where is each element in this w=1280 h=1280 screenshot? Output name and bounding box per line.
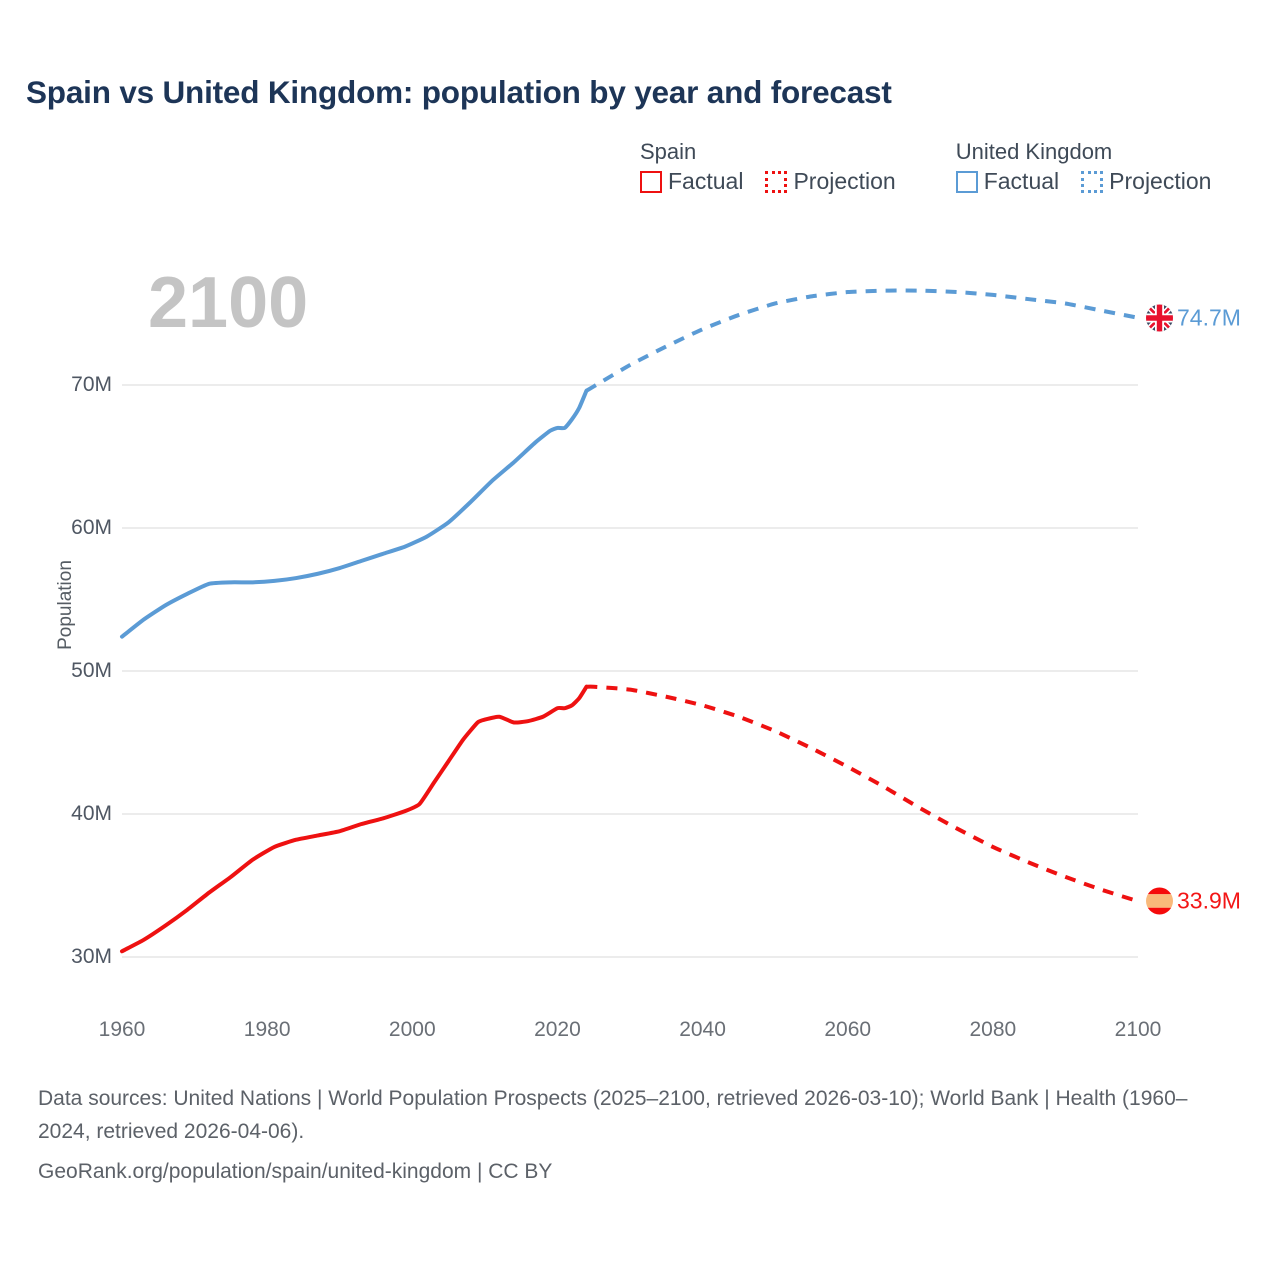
legend-label-uk-factual: Factual	[983, 168, 1060, 195]
y-axis-tick-label: 30M	[71, 945, 112, 968]
x-axis-tick-label: 2080	[969, 1018, 1017, 1041]
chart-legend: Spain Factual Projection United Kingdom …	[640, 139, 1211, 195]
legend-label-spain-factual: Factual	[668, 168, 744, 195]
end-label-spain: 33.9M	[1146, 887, 1241, 915]
legend-group-title-spain: Spain	[640, 139, 697, 164]
legend-group-united-kingdom: United Kingdom Factual Projection	[955, 139, 1211, 195]
x-axis-tick-label: 2000	[388, 1018, 436, 1041]
end-label-united-kingdom: 74.7M	[1146, 304, 1241, 332]
spain-flag-icon	[1146, 887, 1173, 915]
chart-title: Spain vs United Kingdom: population by y…	[26, 74, 892, 110]
year-watermark: 2100	[148, 263, 309, 343]
legend-item-uk-factual[interactable]: Factual	[955, 168, 1060, 195]
y-axis-tick-label: 70M	[71, 373, 112, 396]
united-kingdom-flag-icon	[1146, 304, 1173, 332]
y-axis-tick-label: 40M	[71, 802, 112, 825]
series-line-factual	[120, 388, 589, 639]
x-axis-tick-label: 2060	[824, 1018, 872, 1041]
end-label-value-uk: 74.7M	[1177, 304, 1241, 331]
series-line-projection	[585, 288, 1139, 393]
legend-group-spain: Spain Factual Projection	[640, 139, 896, 195]
chart-footer: Data sources: United Nations | World Pop…	[38, 1083, 1238, 1189]
legend-swatch-solid-icon	[955, 170, 978, 193]
legend-label-uk-projection: Projection	[1109, 168, 1212, 195]
legend-label-spain-projection: Projection	[793, 168, 896, 195]
x-axis-tick-label: 2020	[534, 1018, 581, 1041]
end-label-value-spain: 33.9M	[1177, 887, 1241, 914]
legend-group-title-united-kingdom: United Kingdom	[955, 139, 1113, 164]
series-line-factual	[120, 684, 589, 954]
legend-item-spain-factual[interactable]: Factual	[640, 170, 743, 193]
x-axis-tick-label: 1980	[243, 1018, 291, 1041]
legend-item-spain-projection[interactable]: Projection	[765, 168, 896, 195]
footer-data-sources: Data sources: United Nations | World Pop…	[38, 1087, 1188, 1143]
series-line-projection	[586, 684, 1139, 904]
x-axis-tick-label: 2040	[679, 1018, 726, 1041]
x-axis-tick-label: 1960	[98, 1018, 146, 1041]
footer-attribution: GeoRank.org/population/spain/united-king…	[38, 1160, 553, 1184]
legend-swatch-solid-icon	[640, 170, 662, 193]
y-axis-tick-label: 50M	[71, 659, 112, 682]
y-axis-tick-label: 60M	[71, 516, 112, 539]
x-axis-tick-label: 2100	[1114, 1018, 1162, 1041]
legend-swatch-dotted-icon	[1081, 170, 1104, 193]
legend-swatch-dotted-icon	[765, 170, 788, 193]
legend-item-uk-projection[interactable]: Projection	[1081, 170, 1211, 193]
